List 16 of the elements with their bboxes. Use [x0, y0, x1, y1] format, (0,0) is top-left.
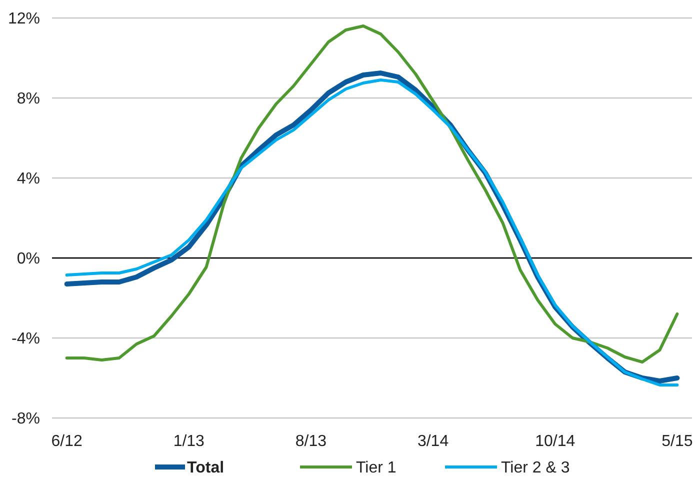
y-tick-label: -4%	[12, 330, 40, 348]
y-tick-label: 0%	[16, 250, 40, 268]
x-tick-label: 1/13	[173, 433, 205, 450]
y-tick-label: 12%	[8, 10, 40, 28]
x-tick-label: 5/15	[662, 433, 693, 450]
x-tick-label: 3/14	[417, 433, 449, 450]
line-series	[65, 24, 679, 364]
y-tick-label: 8%	[16, 90, 40, 108]
legend-label: Tier 2 & 3	[501, 460, 570, 477]
y-tick-label: 4%	[16, 170, 40, 188]
x-tick-label: 8/13	[295, 433, 327, 450]
y-tick-label: -8%	[12, 410, 40, 428]
legend-label: Total	[187, 460, 224, 477]
legend-label: Tier 1	[356, 460, 396, 477]
x-tick-label: 10/14	[535, 433, 576, 450]
x-tick-label: 6/12	[51, 433, 82, 450]
